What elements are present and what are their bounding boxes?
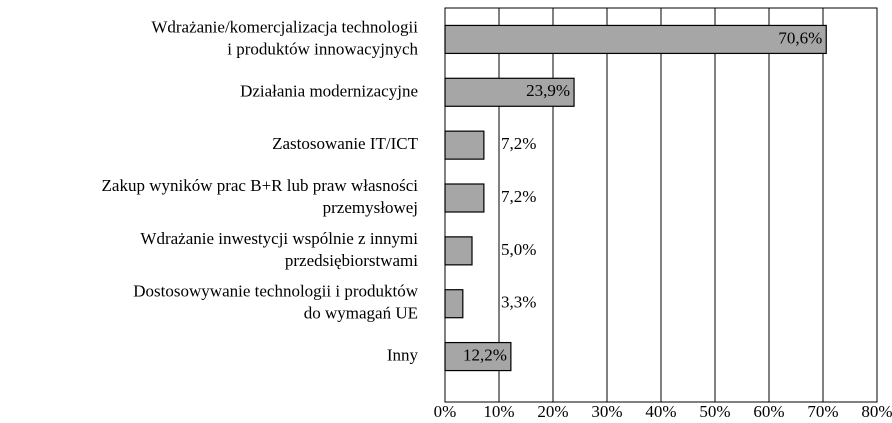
x-tick-label: 0%: [434, 402, 457, 421]
x-tick-label: 50%: [699, 402, 730, 421]
value-label: 12,2%: [463, 345, 507, 364]
category-label: Inny: [387, 345, 419, 364]
bar: [444, 24, 827, 55]
value-label: 7,2%: [501, 187, 536, 206]
value-label: 7,2%: [501, 134, 536, 153]
category-label: Dostosowywanie technologii i produktów do…: [133, 282, 418, 323]
bar: [444, 289, 464, 319]
x-tick-label: 20%: [537, 402, 568, 421]
category-label: Działania modernizacyjne: [240, 81, 418, 100]
x-tick-label: 40%: [645, 402, 676, 421]
category-label: Zakup wyników prac B+R lub praw własnośc…: [102, 176, 419, 217]
x-tick-label: 80%: [861, 402, 892, 421]
value-label: 70,6%: [778, 28, 822, 47]
x-tick-label: 30%: [591, 402, 622, 421]
category-label: Wdrażanie inwestycji wspólnie z innymi pr…: [140, 229, 418, 270]
value-label: 23,9%: [526, 81, 570, 100]
bar: [444, 183, 485, 213]
bar: [444, 77, 575, 107]
category-label: Zastosowanie IT/ICT: [272, 134, 418, 153]
bar: [444, 236, 473, 266]
value-label: 5,0%: [501, 240, 536, 259]
value-label: 3,3%: [501, 293, 536, 312]
x-tick-label: 60%: [753, 402, 784, 421]
x-tick-label: 10%: [483, 402, 514, 421]
bar: [444, 130, 485, 160]
bar: [444, 341, 512, 372]
x-tick-label: 70%: [807, 402, 838, 421]
category-label: Wdrażanie/komercjalizacja technologii i p…: [151, 17, 418, 58]
